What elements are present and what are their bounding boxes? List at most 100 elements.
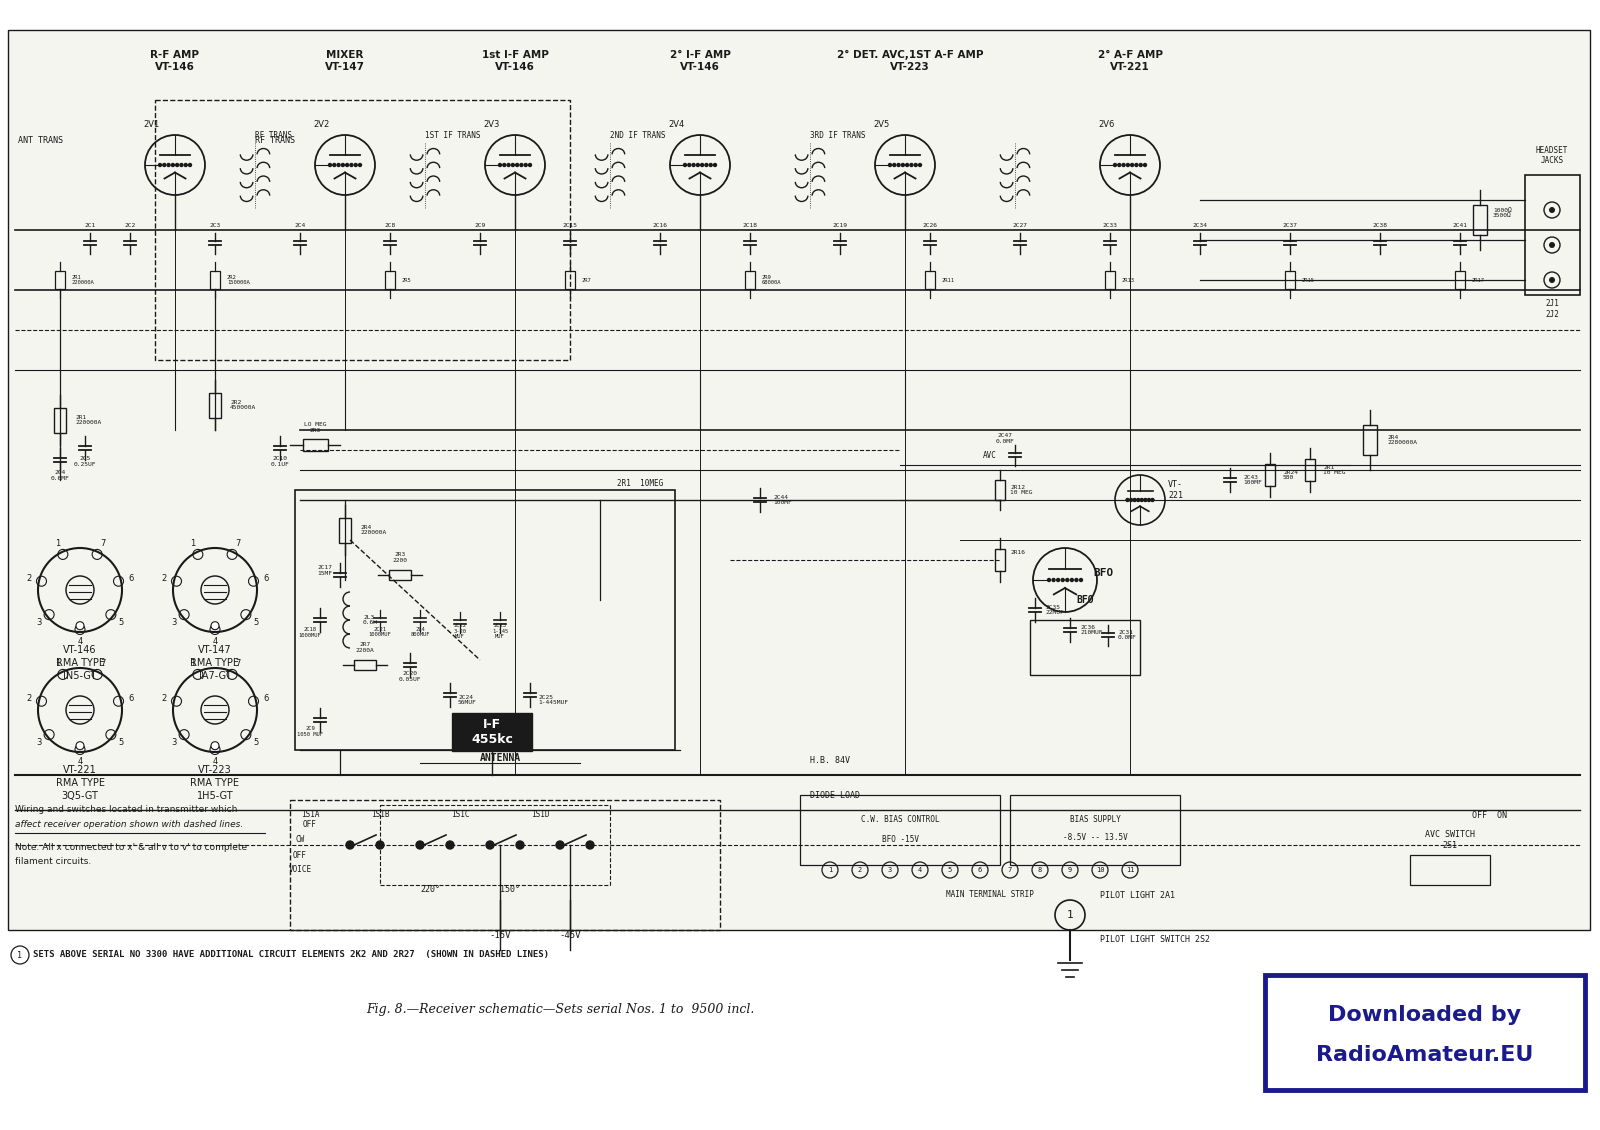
Bar: [339, 518, 350, 542]
Text: 2R4
220000A: 2R4 220000A: [360, 524, 386, 536]
Text: RF TRANS: RF TRANS: [254, 136, 294, 145]
Text: 2C22
3-20
MUF: 2C22 3-20 MUF: [453, 624, 467, 638]
Text: 2C23
1-145
MUF: 2C23 1-145 MUF: [491, 624, 509, 638]
Bar: [1106, 271, 1115, 289]
Text: 2R1
10 MEG: 2R1 10 MEG: [1323, 464, 1346, 476]
Text: -45V: -45V: [560, 930, 581, 939]
Text: 2: 2: [858, 867, 862, 873]
Text: LO MEG
2R3: LO MEG 2R3: [304, 423, 326, 433]
Circle shape: [1549, 242, 1555, 247]
Text: 5: 5: [118, 618, 123, 627]
Text: VT-
221: VT- 221: [1168, 480, 1182, 499]
Text: 2C18: 2C18: [742, 223, 757, 228]
Text: 2C18
1000MUF: 2C18 1000MUF: [299, 627, 322, 638]
Text: 1: 1: [54, 539, 61, 548]
Text: 2R13: 2R13: [1122, 278, 1134, 282]
Text: 3: 3: [37, 738, 42, 747]
Text: C.W. BIAS CONTROL: C.W. BIAS CONTROL: [861, 816, 939, 825]
Text: 2C4: 2C4: [294, 223, 306, 228]
Text: ANTENNA: ANTENNA: [480, 753, 520, 763]
Text: AVC: AVC: [982, 451, 997, 460]
Circle shape: [333, 164, 336, 166]
Circle shape: [1122, 164, 1125, 166]
Text: I-F
455kc: I-F 455kc: [470, 718, 514, 746]
Text: 2R7
2200A: 2R7 2200A: [355, 642, 374, 653]
Text: 1S1C: 1S1C: [451, 810, 469, 819]
Text: VOICE: VOICE: [288, 866, 312, 875]
Text: Fig. 8.—Receiver schematic—Sets serial Nos. 1 to  9500 incl.: Fig. 8.—Receiver schematic—Sets serial N…: [366, 1003, 754, 1017]
Text: 2R7: 2R7: [582, 278, 592, 282]
Text: R-F AMP
VT-146: R-F AMP VT-146: [150, 50, 200, 71]
Circle shape: [1131, 164, 1134, 166]
Circle shape: [714, 164, 717, 166]
Circle shape: [211, 741, 219, 749]
Circle shape: [502, 164, 506, 166]
Text: BFO -15V: BFO -15V: [882, 835, 918, 844]
Bar: [1010, 796, 1181, 864]
Circle shape: [338, 164, 341, 166]
Text: 2V1: 2V1: [142, 120, 160, 129]
Circle shape: [520, 164, 523, 166]
Text: 2C16: 2C16: [653, 223, 667, 228]
Text: 1S1B: 1S1B: [371, 810, 389, 819]
Text: 3: 3: [37, 618, 42, 627]
Text: 6: 6: [978, 867, 982, 873]
Bar: [210, 392, 221, 417]
Circle shape: [1549, 277, 1555, 282]
Text: 2C37: 2C37: [1283, 223, 1298, 228]
Text: 2C44
100MF: 2C44 100MF: [773, 495, 792, 505]
Circle shape: [1549, 207, 1555, 212]
Text: 1: 1: [190, 659, 195, 668]
Text: BFO: BFO: [1077, 596, 1094, 605]
Text: 4: 4: [77, 637, 83, 646]
Text: 7: 7: [99, 659, 106, 668]
Bar: [386, 271, 395, 289]
Circle shape: [158, 164, 162, 166]
Circle shape: [910, 164, 914, 166]
Text: 2V5: 2V5: [874, 120, 890, 129]
Text: 10: 10: [1096, 867, 1104, 873]
Circle shape: [346, 164, 349, 166]
Text: 2R1
220000A: 2R1 220000A: [75, 415, 101, 425]
Bar: [54, 408, 66, 433]
Text: affect receiver operation shown with dashed lines.: affect receiver operation shown with das…: [14, 820, 243, 829]
Text: -15V: -15V: [490, 930, 510, 939]
Bar: [1410, 855, 1490, 885]
Text: 7: 7: [1008, 867, 1013, 873]
Text: 2V2: 2V2: [314, 120, 330, 129]
Text: filament circuits.: filament circuits.: [14, 857, 91, 866]
Circle shape: [184, 164, 187, 166]
Circle shape: [179, 164, 182, 166]
Text: 150°: 150°: [499, 886, 520, 895]
Circle shape: [1061, 579, 1064, 582]
Circle shape: [893, 164, 896, 166]
Text: 2C25
1-445MUF: 2C25 1-445MUF: [538, 695, 568, 705]
Circle shape: [341, 164, 344, 166]
Circle shape: [1066, 579, 1069, 582]
Text: 2V3: 2V3: [483, 120, 499, 129]
Circle shape: [1118, 164, 1120, 166]
Text: MIXER
VT-147: MIXER VT-147: [325, 50, 365, 71]
Text: 2C47
0.0MF: 2C47 0.0MF: [995, 433, 1014, 444]
Circle shape: [1056, 579, 1059, 582]
Circle shape: [701, 164, 704, 166]
Circle shape: [898, 164, 901, 166]
Text: VT-223
RMA TYPE
1H5-GT: VT-223 RMA TYPE 1H5-GT: [190, 765, 240, 801]
Text: RF TRANS: RF TRANS: [254, 130, 291, 139]
Text: 2C35
22MUF: 2C35 22MUF: [1045, 605, 1064, 616]
Circle shape: [688, 164, 691, 166]
Text: 5: 5: [253, 738, 258, 747]
Text: 2C5
0.25UF: 2C5 0.25UF: [74, 457, 96, 467]
Text: 2R2
450000A: 2R2 450000A: [230, 400, 256, 410]
Bar: [294, 490, 675, 750]
Text: 2° A-F AMP
VT-221: 2° A-F AMP VT-221: [1098, 50, 1163, 71]
Circle shape: [1053, 579, 1054, 582]
Bar: [565, 271, 574, 289]
Text: 2C21
1000MUF: 2C21 1000MUF: [368, 627, 392, 637]
Text: 4: 4: [918, 867, 922, 873]
Circle shape: [1136, 498, 1139, 502]
Text: 2R2
150000A: 2R2 150000A: [227, 275, 250, 286]
Bar: [800, 796, 1000, 864]
Circle shape: [1130, 498, 1133, 502]
Circle shape: [189, 164, 192, 166]
